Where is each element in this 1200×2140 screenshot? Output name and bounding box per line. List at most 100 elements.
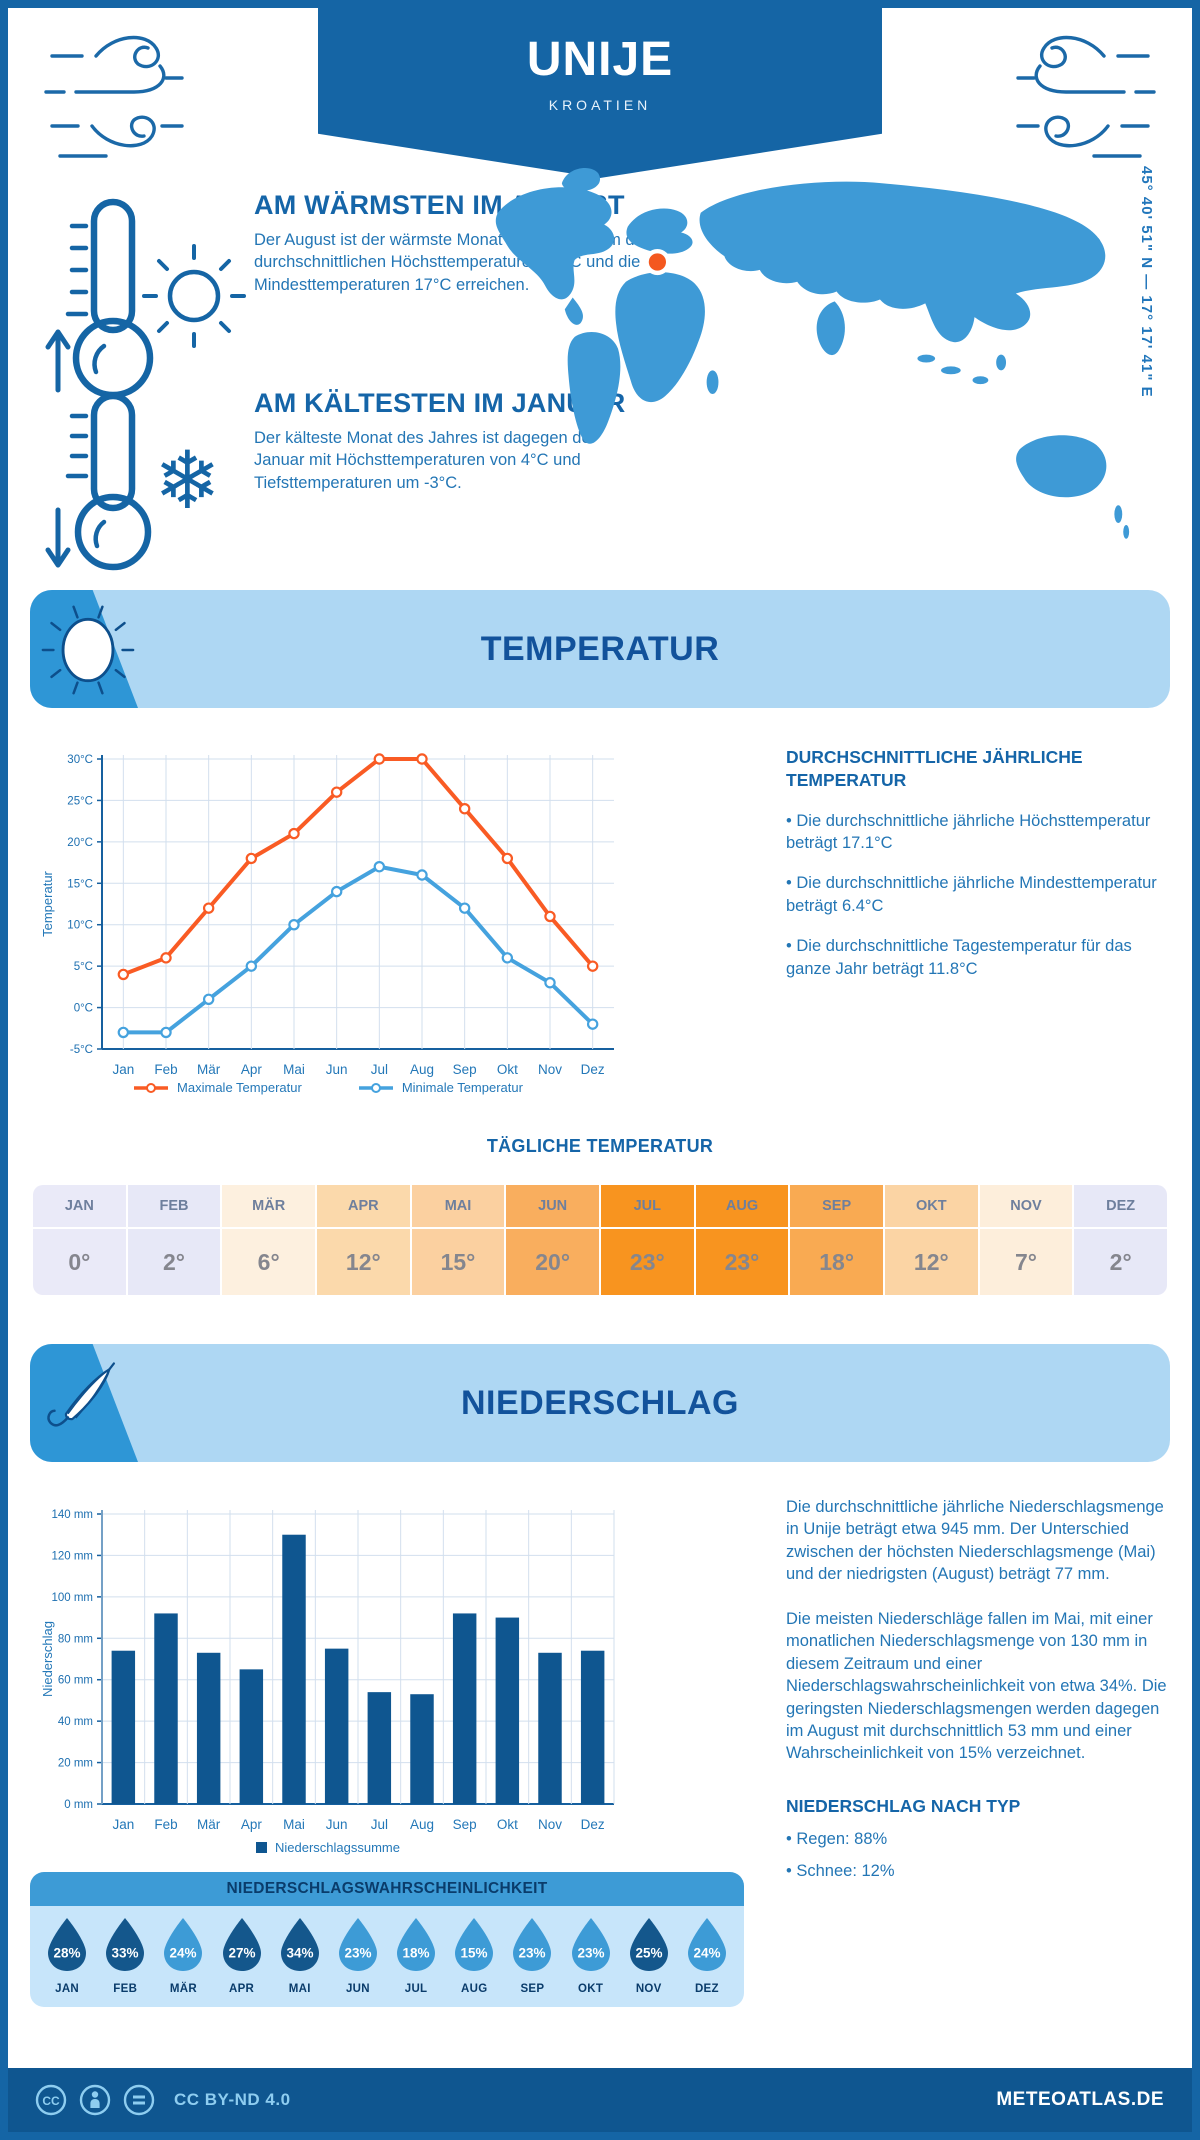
- coldest-month-fact: ❄ AM KÄLTESTEN IM JANUAR Der kälteste Mo…: [42, 388, 702, 571]
- probability-drop: 23% OKT: [562, 1916, 620, 1995]
- svg-text:Mär: Mär: [197, 1062, 221, 1077]
- svg-text:Jun: Jun: [326, 1817, 348, 1832]
- cc-icon: CC: [35, 2084, 67, 2116]
- wind-icon: [1016, 35, 1156, 158]
- svg-text:Mär: Mär: [197, 1817, 221, 1832]
- temperature-value: 2°: [1109, 1249, 1132, 1275]
- month-label: MAI: [288, 1983, 311, 1995]
- month-label: JUN: [506, 1185, 599, 1229]
- svg-text:24%: 24%: [693, 1946, 720, 1961]
- daily-temp-cell: OKT 12°: [884, 1185, 978, 1295]
- precipitation-type-item: Schnee: 12%: [786, 1860, 1174, 1882]
- month-label: JUN: [345, 1983, 370, 1995]
- svg-text:100 mm: 100 mm: [51, 1592, 93, 1604]
- snowflake-icon: ❄: [154, 434, 221, 527]
- temperature-banner: TEMPERATUR: [30, 590, 1170, 708]
- precipitation-section-title: NIEDERSCHLAG: [460, 1383, 740, 1422]
- svg-text:Feb: Feb: [154, 1062, 177, 1077]
- svg-text:0 mm: 0 mm: [64, 1799, 93, 1811]
- raindrop-icon: 27%: [222, 1918, 261, 1971]
- svg-text:60 mm: 60 mm: [58, 1675, 93, 1687]
- month-label: MAI: [411, 1185, 505, 1229]
- month-label: JUL: [600, 1185, 694, 1229]
- temperature-value: 6°: [257, 1249, 280, 1275]
- page-title: UNIJE: [526, 33, 674, 86]
- sun-icon: [41, 605, 135, 695]
- month-label: FEB: [127, 1185, 221, 1229]
- svg-text:Jul: Jul: [371, 1817, 388, 1832]
- north-america: [495, 187, 615, 300]
- temperature-value: 12°: [345, 1249, 381, 1275]
- precipitation-text-2: Die meisten Niederschläge fallen im Mai,…: [786, 1609, 1167, 1763]
- svg-text:0°C: 0°C: [74, 1003, 93, 1015]
- svg-text:Feb: Feb: [154, 1817, 177, 1832]
- daily-temp-cell: FEB 2°: [127, 1185, 221, 1295]
- license-label: CC BY-ND 4.0: [174, 2090, 291, 2109]
- svg-text:Nov: Nov: [538, 1062, 562, 1077]
- india: [816, 301, 845, 356]
- australia: [1016, 435, 1107, 498]
- svg-text:25°C: 25°C: [67, 795, 93, 807]
- daily-temp-cell: MÄR 6°: [222, 1185, 315, 1295]
- month-label: OKT: [577, 1983, 604, 1995]
- svg-text:5°C: 5°C: [74, 961, 93, 973]
- temperature-stats-title: DURCHSCHNITTLICHE JÄHRLICHE TEMPERATUR: [786, 747, 1083, 790]
- precipitation-chart-legend: Niederschlagssumme: [68, 1840, 588, 1855]
- temperature-stat-item: Die durchschnittliche jährliche Höchstte…: [786, 810, 1178, 855]
- raindrop-icon: 15%: [455, 1918, 494, 1971]
- probability-drop: 25% NOV: [620, 1916, 678, 1995]
- raindrop-icon: 33%: [106, 1918, 145, 1971]
- svg-text:34%: 34%: [286, 1946, 313, 1961]
- probability-drop: 23% JUN: [329, 1916, 387, 1995]
- no-derivatives-icon: [123, 2084, 155, 2116]
- africa: [615, 272, 705, 403]
- svg-text:Jan: Jan: [112, 1062, 134, 1077]
- temperature-stats: DURCHSCHNITTLICHE JÄHRLICHE TEMPERATUR D…: [786, 746, 1178, 980]
- legend-item: Niederschlagssumme: [256, 1840, 400, 1855]
- probability-drop: 24% DEZ: [678, 1916, 736, 1995]
- precipitation-probability-band: NIEDERSCHLAGSWAHRSCHEINLICHKEIT 28% JAN 33…: [30, 1872, 744, 2007]
- svg-text:Mai: Mai: [283, 1817, 305, 1832]
- world-map: [495, 168, 1130, 539]
- attribution-icon: [79, 2084, 111, 2116]
- month-label: APR: [316, 1185, 410, 1229]
- daily-temp-cell: JUN 20°: [506, 1185, 599, 1295]
- svg-text:28%: 28%: [54, 1946, 81, 1961]
- umbrella-icon: [47, 1362, 116, 1427]
- raindrop-icon: 23%: [338, 1918, 377, 1971]
- raindrop-icon: 34%: [280, 1918, 319, 1971]
- svg-text:-5°C: -5°C: [70, 1044, 93, 1056]
- thermometer-hot-icon: [45, 198, 246, 399]
- legend-line-marker: [358, 1082, 393, 1093]
- raindrop-icon: 23%: [513, 1918, 552, 1971]
- legend-item: Maximale Temperatur: [133, 1080, 302, 1095]
- temperature-value: 2°: [162, 1249, 185, 1275]
- temperature-stat-item: Die durchschnittliche jährliche Mindestt…: [786, 872, 1178, 917]
- temperature-value: 18°: [819, 1249, 855, 1275]
- month-label: SEP: [520, 1983, 545, 1995]
- raindrop-icon: 24%: [687, 1918, 726, 1971]
- daily-temp-cell: MAI 15°: [411, 1185, 505, 1295]
- month-label: DEZ: [694, 1983, 719, 1995]
- svg-text:15%: 15%: [461, 1946, 488, 1961]
- probability-drop: 23% SEP: [503, 1916, 561, 1995]
- site-label: METEOATLAS.DE: [996, 2089, 1164, 2110]
- temperature-chart-legend: Maximale Temperatur Minimale Temperatur: [68, 1080, 588, 1095]
- month-label: JAN: [33, 1185, 126, 1229]
- probability-drop: 28% JAN: [38, 1916, 96, 1995]
- temperature-value: 15°: [440, 1249, 476, 1275]
- footer: CC CC BY-ND 4.0 METEOATLAS.DE: [8, 2068, 1192, 2132]
- svg-text:Apr: Apr: [241, 1817, 263, 1832]
- svg-text:27%: 27%: [228, 1946, 255, 1961]
- probability-drop: 33% FEB: [96, 1916, 154, 1995]
- svg-text:Aug: Aug: [410, 1062, 434, 1077]
- page-subtitle: KROATIEN: [548, 97, 652, 113]
- month-label: JAN: [55, 1983, 80, 1995]
- coldest-title: AM KÄLTESTEN IM JANUAR: [254, 388, 626, 418]
- precipitation-text-1: Die durchschnittliche jährliche Niedersc…: [786, 1498, 1164, 1584]
- svg-text:Jun: Jun: [326, 1062, 348, 1077]
- wind-icon: [44, 35, 184, 158]
- svg-text:Niederschlag: Niederschlag: [40, 1621, 55, 1697]
- precipitation-stats: Die durchschnittliche jährliche Niedersc…: [786, 1496, 1174, 1882]
